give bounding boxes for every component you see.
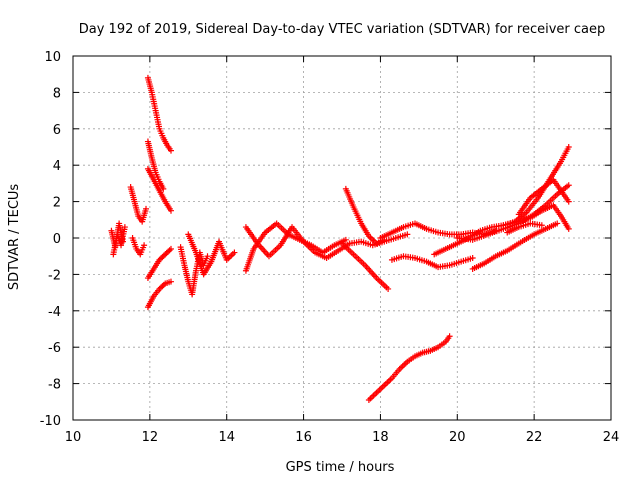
series-track-23 — [500, 202, 572, 232]
data-point — [231, 249, 238, 256]
data-point — [565, 198, 572, 205]
y-tick-label: 6 — [53, 123, 61, 138]
data-point — [446, 333, 453, 340]
x-tick-label: 10 — [65, 430, 82, 445]
y-tick-label: 10 — [44, 50, 61, 65]
data-point — [565, 144, 572, 150]
data-point — [167, 207, 174, 214]
x-tick-label: 24 — [603, 430, 620, 445]
x-tick-label: 16 — [295, 430, 312, 445]
data-point — [167, 278, 174, 285]
y-tick-label: 0 — [53, 232, 61, 247]
data-point — [167, 245, 174, 252]
series-track-07 — [144, 165, 174, 214]
data-point — [565, 182, 572, 189]
y-axis-title: SDTVAR / TECUs — [7, 184, 22, 291]
data-marks — [108, 74, 572, 403]
series-track-04 — [129, 235, 148, 258]
x-axis-title: GPS time / hours — [286, 460, 395, 475]
y-tick-label: -8 — [48, 378, 61, 393]
series-track-16 — [365, 333, 453, 403]
x-tick-label: 12 — [142, 430, 159, 445]
y-tick-label: -4 — [48, 305, 61, 320]
series-track-12 — [242, 220, 349, 274]
series-track-05 — [144, 74, 174, 154]
data-point — [342, 236, 349, 243]
series-track-02 — [110, 224, 128, 258]
data-point — [565, 225, 572, 232]
series-track-11 — [185, 231, 238, 278]
data-point — [469, 255, 476, 262]
series-track-24 — [504, 220, 545, 236]
y-tick-label: -10 — [40, 414, 61, 429]
x-tick-label: 18 — [372, 430, 389, 445]
y-tick-label: 2 — [53, 196, 61, 211]
data-point — [404, 231, 411, 238]
series-track-10 — [177, 244, 211, 298]
y-tick-label: 4 — [53, 159, 61, 174]
series-track-09 — [144, 278, 174, 311]
series-track-08 — [144, 245, 174, 282]
y-tick-label: -6 — [48, 341, 61, 356]
series-track-15 — [339, 240, 392, 292]
x-tick-label: 14 — [218, 430, 235, 445]
chart-title: Day 192 of 2019, Sidereal Day-to-day VTE… — [79, 22, 606, 37]
data-point — [121, 224, 128, 231]
x-tick-label: 22 — [526, 430, 543, 445]
y-tick-label: -2 — [48, 268, 61, 283]
data-point — [167, 147, 174, 154]
data-point — [554, 220, 561, 227]
series-track-22 — [515, 176, 572, 218]
data-point — [538, 222, 545, 229]
y-tick-label: 8 — [53, 86, 61, 101]
series-track-03 — [127, 184, 150, 225]
data-point — [204, 253, 211, 260]
series-track-19 — [431, 144, 572, 258]
series-track-18 — [388, 253, 476, 271]
series-track-21 — [469, 220, 561, 272]
x-tick-label: 20 — [449, 430, 466, 445]
data-point — [143, 205, 150, 212]
series-track-14 — [342, 185, 388, 247]
data-point — [385, 285, 392, 292]
data-point — [141, 242, 148, 249]
